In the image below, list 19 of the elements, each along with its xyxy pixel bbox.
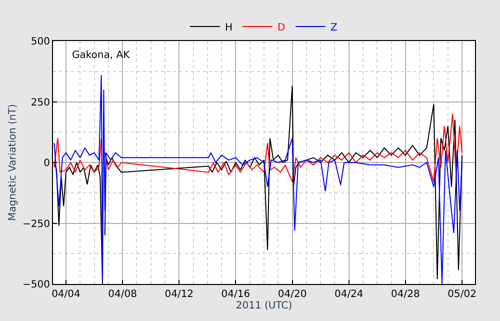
legend-label: D: [278, 22, 286, 34]
x-tick-label: 04/20: [278, 289, 307, 300]
x-tick-label: 04/24: [334, 289, 364, 300]
y-axis-title: Magnetic Variation (nT): [8, 104, 19, 221]
annotation: Gakona, AK: [72, 50, 130, 61]
x-tick-label: 04/12: [164, 289, 194, 300]
legend-label: Z: [330, 22, 338, 34]
y-tick-label: 500: [30, 36, 50, 48]
x-axis-title: 2011 (UTC): [236, 300, 292, 312]
y-tick-label: −250: [22, 218, 50, 230]
x-tick-label: 04/16: [221, 289, 250, 300]
x-tick-label: 05/02: [448, 289, 476, 300]
legend-label: H: [225, 22, 233, 34]
y-tick-label: 0: [44, 158, 50, 169]
y-tick-label: −500: [22, 280, 50, 290]
y-tick-label: 250: [30, 97, 50, 108]
x-tick-label: 04/28: [391, 289, 420, 300]
x-tick-label: 04/04: [52, 289, 80, 300]
x-tick-label: 04/08: [108, 289, 137, 300]
